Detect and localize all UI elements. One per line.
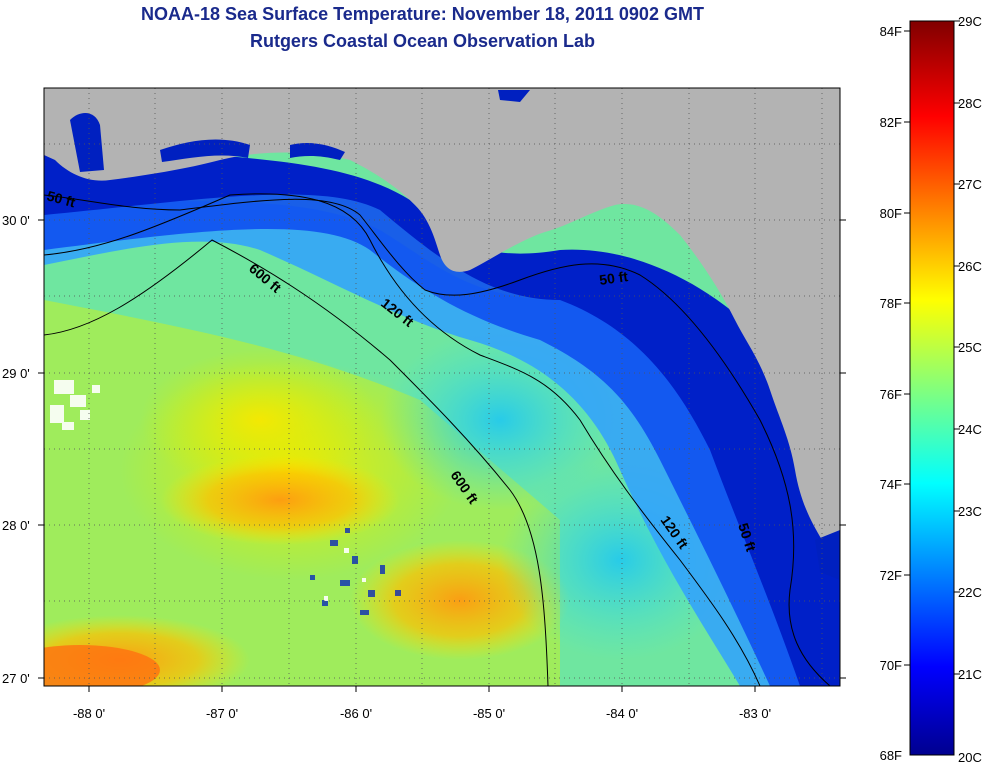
temperature-colorbar: 84F 82F 80F 78F 76F 74F 72F 70F 68F 29C … [880,14,982,765]
longitude-axis: -88 0' -87 0' -86 0' -85 0' -84 0' -83 0… [73,706,771,721]
latitude-tick-label: 28 0' [2,518,30,533]
contour-label: 50 ft [598,268,629,288]
land-mass [44,88,840,560]
latitude-tick-label: 29 0' [2,366,30,381]
celsius-label: 21C [958,667,982,682]
celsius-label: 26C [958,259,982,274]
latitude-axis: 30 0' 29 0' 28 0' 27 0' [2,213,30,686]
celsius-label: 29C [958,14,982,29]
celsius-label: 20C [958,750,982,765]
fahrenheit-label: 68F [880,748,902,763]
celsius-label: 28C [958,96,982,111]
celsius-label: 24C [958,422,982,437]
longitude-tick-label: -83 0' [739,706,771,721]
fahrenheit-label: 80F [880,206,902,221]
fahrenheit-label: 70F [880,658,902,673]
map-title: NOAA-18 Sea Surface Temperature: Novembe… [141,4,704,24]
sea-surface-temperature-field: 50 ft 600 ft 120 ft 50 ft 600 ft 120 ft … [44,88,840,686]
celsius-label: 22C [958,585,982,600]
depth-contours [44,193,831,686]
celsius-label: 27C [958,177,982,192]
latitude-tick-label: 27 0' [2,671,30,686]
map-subtitle: Rutgers Coastal Ocean Observation Lab [249,31,596,51]
fahrenheit-label: 72F [880,568,902,583]
longitude-tick-label: -84 0' [606,706,638,721]
contour-label: 50 ft [45,187,77,210]
colorbar-gradient [909,20,955,756]
longitude-tick-label: -88 0' [73,706,105,721]
longitude-tick-label: -85 0' [473,706,505,721]
celsius-label: 23C [958,504,982,519]
latitude-tick-label: 30 0' [2,213,30,228]
longitude-tick-label: -86 0' [340,706,372,721]
longitude-tick-label: -87 0' [206,706,238,721]
fahrenheit-label: 82F [880,115,902,130]
fahrenheit-label: 76F [880,387,902,402]
map-frame [43,87,841,687]
fahrenheit-label: 84F [880,24,902,39]
fahrenheit-label: 78F [880,296,902,311]
fahrenheit-label: 74F [880,477,902,492]
celsius-label: 25C [958,340,982,355]
